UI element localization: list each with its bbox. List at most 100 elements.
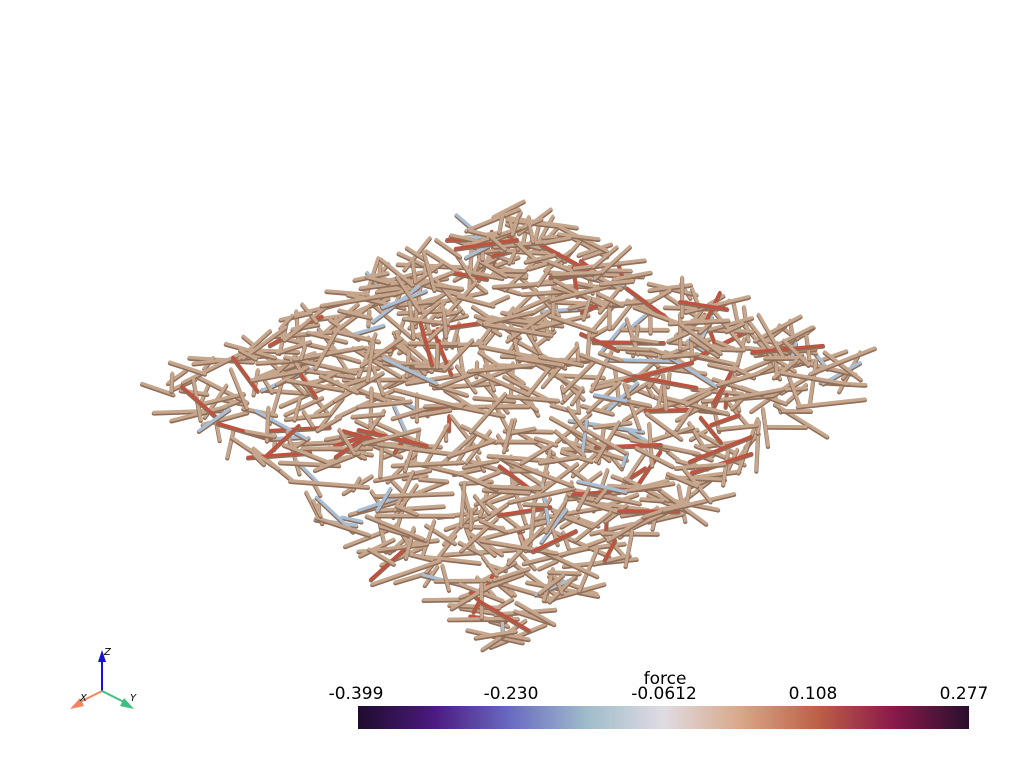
fiber bbox=[685, 390, 712, 406]
fiber bbox=[724, 321, 745, 333]
fiber bbox=[282, 302, 330, 342]
fiber bbox=[527, 260, 551, 270]
fiber bbox=[434, 238, 462, 258]
fiber bbox=[515, 356, 565, 367]
fiber bbox=[684, 294, 751, 314]
fiber bbox=[376, 442, 457, 456]
fiber bbox=[332, 328, 381, 343]
fiber bbox=[506, 426, 537, 435]
fiber bbox=[365, 514, 425, 540]
fiber bbox=[711, 377, 764, 396]
fiber bbox=[492, 280, 558, 289]
fiber bbox=[648, 288, 672, 304]
fiber bbox=[591, 245, 619, 269]
fiber bbox=[493, 607, 557, 616]
fiber bbox=[313, 450, 361, 472]
fiber bbox=[469, 391, 507, 434]
fiber bbox=[229, 367, 249, 410]
fiber bbox=[286, 378, 345, 392]
fiber bbox=[282, 443, 331, 464]
fiber bbox=[231, 355, 260, 393]
fiber bbox=[324, 302, 360, 333]
x-axis-label: X bbox=[79, 693, 88, 704]
fiber bbox=[554, 429, 586, 457]
fiber bbox=[534, 436, 558, 447]
fiber bbox=[299, 344, 307, 361]
fiber bbox=[279, 313, 294, 330]
fiber bbox=[627, 311, 650, 331]
fiber bbox=[628, 399, 652, 407]
fiber bbox=[689, 336, 720, 358]
fiber bbox=[576, 242, 613, 257]
fiber bbox=[418, 477, 449, 483]
fiber bbox=[442, 309, 448, 339]
fiber bbox=[691, 387, 744, 395]
fiber bbox=[750, 343, 825, 354]
fiber bbox=[375, 486, 393, 512]
fiber bbox=[547, 527, 611, 558]
scalar-bar-tick-min: -0.399 bbox=[328, 684, 384, 704]
fiber bbox=[391, 405, 432, 420]
fiber bbox=[562, 358, 597, 393]
fiber bbox=[592, 553, 632, 566]
fiber bbox=[582, 248, 607, 259]
fiber bbox=[460, 424, 498, 444]
fiber bbox=[547, 570, 582, 575]
fiber bbox=[409, 552, 434, 561]
fiber bbox=[507, 247, 518, 265]
fiber bbox=[552, 270, 602, 276]
fiber bbox=[566, 405, 587, 432]
fiber bbox=[238, 348, 258, 361]
fiber bbox=[530, 359, 585, 393]
fiber bbox=[367, 547, 396, 566]
fiber bbox=[244, 429, 277, 438]
fiber bbox=[582, 295, 592, 321]
fiber bbox=[630, 437, 701, 455]
fiber bbox=[580, 403, 615, 416]
fiber bbox=[632, 374, 698, 390]
fiber bbox=[594, 488, 608, 503]
fiber bbox=[140, 381, 176, 396]
fiber bbox=[557, 232, 601, 241]
orientation-axes-widget[interactable]: Z X Y bbox=[60, 640, 150, 720]
fiber bbox=[302, 409, 315, 428]
fiber bbox=[408, 341, 458, 346]
fiber bbox=[324, 289, 370, 296]
fiber bbox=[622, 381, 631, 399]
fiber bbox=[754, 432, 760, 473]
fiber bbox=[351, 346, 402, 378]
fiber bbox=[472, 271, 504, 280]
fiber bbox=[365, 341, 375, 383]
fiber bbox=[370, 559, 442, 586]
fiber bbox=[567, 486, 642, 505]
fiber bbox=[254, 409, 309, 441]
fiber bbox=[699, 415, 723, 444]
fiber bbox=[674, 348, 739, 366]
fiber bbox=[573, 280, 597, 288]
fiber bbox=[474, 629, 518, 640]
scalar-bar-tick-max: 0.277 bbox=[939, 684, 989, 704]
fiber bbox=[489, 294, 510, 306]
fiber bbox=[424, 249, 464, 276]
fiber bbox=[430, 282, 464, 290]
fiber bbox=[536, 267, 551, 287]
fiber bbox=[393, 570, 432, 584]
y-axis-arrow bbox=[101, 690, 127, 704]
fiber bbox=[319, 374, 359, 394]
fiber bbox=[531, 529, 578, 553]
fiber bbox=[663, 395, 730, 415]
fiber bbox=[337, 427, 357, 455]
fiber bbox=[674, 462, 727, 470]
fiber bbox=[536, 292, 561, 317]
fiber bbox=[579, 352, 633, 376]
fiber bbox=[721, 448, 730, 487]
fiber bbox=[197, 407, 231, 433]
fiber bbox=[539, 242, 590, 272]
fiber bbox=[320, 291, 398, 307]
y-axis-arrowhead bbox=[120, 698, 134, 709]
fiber bbox=[456, 294, 495, 308]
fiber bbox=[808, 358, 818, 406]
fiber bbox=[586, 330, 591, 359]
scalar-bar-tick-4: 0.108 bbox=[788, 684, 838, 704]
